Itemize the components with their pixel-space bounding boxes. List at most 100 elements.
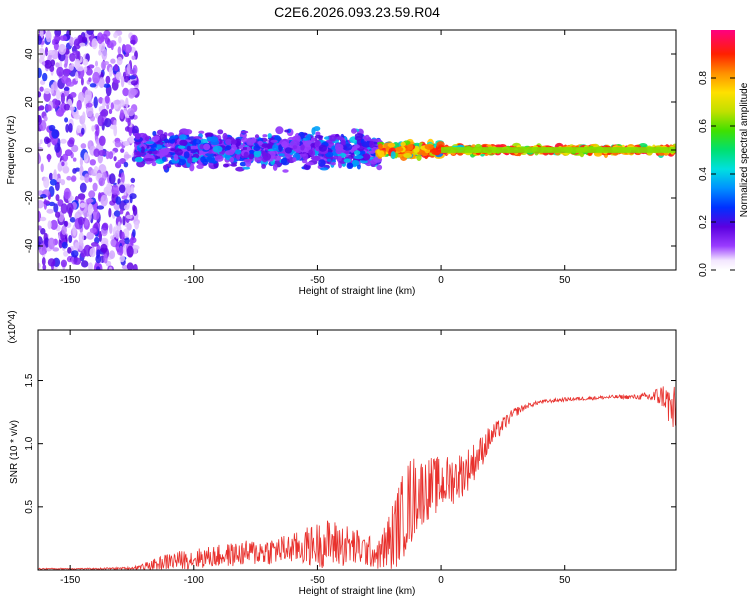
heatmap-blob bbox=[50, 219, 58, 230]
heatmap-blob bbox=[98, 177, 105, 187]
heatmap-blob bbox=[189, 163, 195, 172]
heatmap-blob bbox=[125, 185, 132, 194]
heatmap-blob bbox=[115, 196, 122, 205]
heatmap-blob bbox=[413, 145, 420, 153]
heatmap-blob bbox=[242, 146, 248, 150]
heatmap-blob bbox=[152, 135, 160, 140]
heatmap-blob bbox=[64, 69, 71, 74]
heatmap-blob bbox=[248, 153, 255, 160]
heatmap-blob bbox=[67, 139, 75, 148]
heatmap-blob bbox=[38, 67, 42, 78]
heatmap-blob bbox=[369, 140, 375, 149]
heatmap-blob bbox=[68, 123, 73, 133]
heatmap-blob bbox=[100, 194, 108, 207]
heatmap-blob bbox=[72, 168, 77, 174]
heatmap-blob bbox=[81, 127, 85, 135]
heatmap-blob bbox=[108, 207, 112, 218]
heatmap-blob bbox=[114, 63, 119, 72]
heatmap-blob bbox=[38, 35, 42, 45]
heatmap-blob bbox=[102, 98, 106, 110]
x-tick-label: -100 bbox=[184, 575, 204, 586]
heatmap-blob bbox=[246, 138, 255, 146]
heatmap-blob bbox=[98, 41, 106, 52]
heatmap-blob bbox=[63, 250, 69, 257]
heatmap-blob bbox=[118, 184, 126, 194]
heatmap-blob bbox=[224, 154, 231, 159]
heatmap-blob bbox=[151, 161, 157, 167]
heatmap-blob bbox=[104, 95, 110, 104]
snr-x-label: Height of straight line (km) bbox=[299, 586, 416, 597]
x-tick-label: -100 bbox=[184, 275, 204, 286]
heatmap-blob bbox=[134, 133, 141, 140]
heatmap-blob bbox=[89, 83, 97, 88]
heatmap-blob bbox=[99, 111, 107, 116]
heatmap-blob bbox=[79, 175, 85, 181]
heatmap-blob bbox=[61, 161, 65, 167]
heatmap-blob bbox=[43, 200, 51, 205]
heatmap-blob bbox=[93, 166, 99, 174]
heatmap-blob bbox=[108, 266, 113, 270]
heatmap-blob bbox=[90, 115, 95, 122]
heatmap-blob bbox=[119, 255, 125, 263]
heatmap-blob bbox=[117, 46, 122, 55]
heatmap-blob bbox=[261, 143, 270, 149]
heatmap-blob bbox=[275, 126, 284, 135]
heatmap-blob bbox=[66, 30, 71, 40]
heatmap-blob bbox=[184, 129, 193, 135]
heatmap-blob bbox=[59, 35, 68, 41]
heatmap-blob bbox=[60, 92, 65, 104]
heatmap-blob bbox=[38, 115, 42, 125]
heatmap-blob bbox=[217, 129, 224, 135]
heatmap-blob bbox=[60, 259, 67, 268]
heatmap-blob bbox=[54, 142, 61, 153]
heatmap-blob bbox=[61, 225, 67, 236]
heatmap-blob bbox=[87, 140, 92, 148]
heatmap-blob bbox=[52, 247, 60, 252]
heatmap-blob bbox=[149, 148, 157, 152]
heatmap-blob bbox=[86, 30, 94, 36]
heatmap-blob bbox=[318, 159, 326, 168]
heatmap-blob bbox=[308, 149, 313, 156]
heatmap-blob bbox=[130, 185, 135, 195]
heatmap-blob bbox=[95, 60, 98, 67]
heatmap-blob bbox=[68, 197, 73, 203]
heatmap-blob bbox=[313, 126, 321, 132]
heatmap-blob bbox=[390, 151, 396, 160]
heatmap-blob bbox=[42, 264, 47, 270]
heatmap-blob bbox=[61, 241, 68, 249]
heatmap-blob bbox=[101, 48, 108, 61]
heatmap-blob bbox=[110, 235, 115, 240]
heatmap-blob bbox=[289, 139, 300, 148]
heatmap-blob bbox=[179, 139, 188, 146]
heatmap-blob bbox=[281, 141, 288, 148]
heatmap-blob bbox=[353, 150, 361, 156]
heatmap-blob bbox=[38, 225, 42, 231]
heatmap-blob bbox=[55, 211, 61, 218]
heatmap-blob bbox=[353, 144, 360, 149]
heatmap-blob bbox=[122, 140, 130, 147]
heatmap-blob bbox=[125, 97, 129, 109]
heatmap-blob bbox=[38, 262, 41, 269]
heatmap-blob bbox=[368, 150, 376, 154]
heatmap-blob bbox=[79, 157, 83, 167]
heatmap-blob bbox=[198, 130, 205, 134]
heatmap-blob bbox=[177, 158, 187, 166]
colorbar-tick-label: 0.2 bbox=[698, 215, 709, 229]
heatmap-blob bbox=[174, 148, 183, 156]
heatmap-blob bbox=[318, 144, 327, 152]
heatmap-blob bbox=[170, 148, 176, 152]
heatmap-blob bbox=[190, 145, 198, 150]
snr-series-line bbox=[38, 386, 676, 570]
x-tick-label: -50 bbox=[310, 275, 325, 286]
heatmap-blob bbox=[46, 208, 54, 214]
heatmap-blob bbox=[88, 262, 93, 270]
heatmap-blob bbox=[42, 72, 48, 82]
y-tick-label: 0.5 bbox=[24, 499, 35, 513]
spectrogram-panel: -150 -100 -50 0 50 -40 -20 0 20 40 Height of str… bbox=[6, 29, 677, 297]
heatmap-blob bbox=[109, 250, 116, 260]
heatmap-blob bbox=[125, 214, 133, 219]
heatmap-blob bbox=[163, 138, 170, 143]
heatmap-blob bbox=[64, 117, 69, 123]
heatmap-blob bbox=[121, 264, 129, 270]
